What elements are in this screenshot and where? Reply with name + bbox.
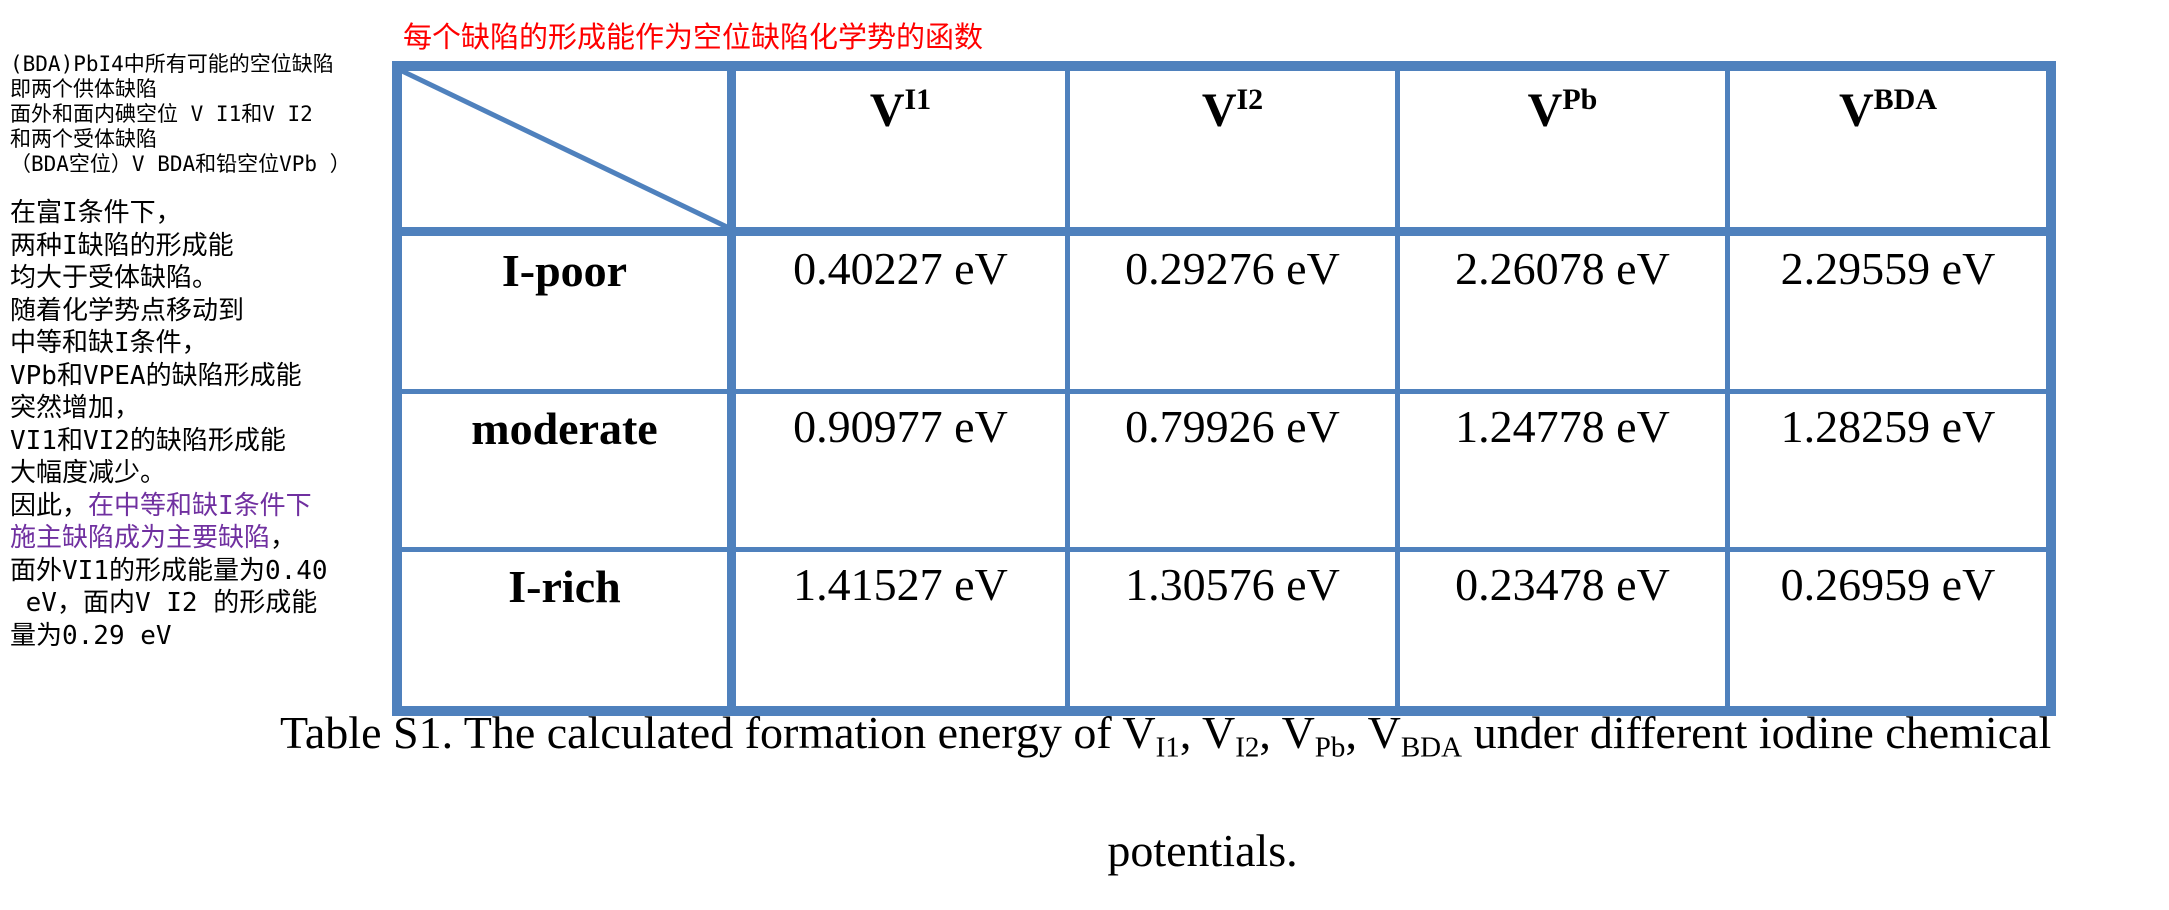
note-line: 即两个供体缺陷 bbox=[10, 77, 157, 101]
header-main: V bbox=[869, 84, 905, 137]
caption-sub: BDA bbox=[1400, 731, 1463, 764]
table-cell: 0.26959 eV bbox=[1780, 559, 1996, 610]
note-line: 量为0.29 eV bbox=[10, 620, 172, 651]
table-cell: 1.30576 eV bbox=[1125, 559, 1340, 610]
table-cell: 0.29276 eV bbox=[1125, 243, 1340, 294]
caption-v: V bbox=[1122, 707, 1156, 758]
note-conclusion-line1: 因此，在中等和缺I条件下 bbox=[10, 490, 392, 523]
caption-line2: potentials. bbox=[1107, 825, 1298, 876]
note-highlight: 施主缺陷成为主要缺陷 bbox=[10, 523, 271, 553]
column-divider bbox=[1725, 71, 1730, 706]
notes-defects-summary: (BDA)PbI4中所有可能的空位缺陷 即两个供体缺陷 面外和面内碘空位 V I… bbox=[10, 52, 392, 177]
header-main: V bbox=[1527, 84, 1563, 137]
table-cell: 1.24778 eV bbox=[1455, 401, 1670, 452]
note-line: 随着化学势点移动到 bbox=[10, 295, 245, 326]
header-main: V bbox=[1201, 84, 1237, 137]
column-header-vbda: V BDA bbox=[1730, 71, 2046, 227]
table-cell: 0.23478 eV bbox=[1455, 559, 1670, 610]
caption-sep: , bbox=[1179, 707, 1202, 758]
note-line: 大幅度减少。 bbox=[10, 458, 167, 488]
notes-analysis: 在富I条件下， 两种I缺陷的形成能 均大于受体缺陷。 随着化学势点移动到 中等和… bbox=[10, 197, 392, 652]
caption-sep: , bbox=[1259, 707, 1282, 758]
table-cell: 2.29559 eV bbox=[1780, 243, 1996, 294]
header-main: V bbox=[1838, 84, 1874, 137]
row-label-i-rich: I-rich bbox=[508, 561, 621, 612]
caption-sub: I2 bbox=[1235, 731, 1260, 764]
table-cell: 1.41527 eV bbox=[793, 559, 1008, 610]
note-line: (BDA)PbI4中所有可能的空位缺陷 bbox=[10, 52, 334, 76]
header-sub: I1 bbox=[904, 83, 932, 116]
caption-line1: Table S1. The calculated formation energ… bbox=[280, 710, 2169, 763]
table-cell: 1.28259 eV bbox=[1780, 401, 1996, 452]
table-cell: 0.90977 eV bbox=[793, 401, 1008, 452]
caption-suffix: under different iodine chemical bbox=[1462, 707, 2052, 758]
note-line: 均大于受体缺陷。 bbox=[10, 263, 219, 293]
note-conclusion-line2: 施主缺陷成为主要缺陷， bbox=[10, 522, 392, 555]
table-cell: 0.79926 eV bbox=[1125, 401, 1340, 452]
table-cell: 2.26078 eV bbox=[1455, 243, 1670, 294]
caption-sub: I1 bbox=[1155, 731, 1180, 764]
header-divider bbox=[402, 227, 2046, 236]
note-highlight: 在中等和缺I条件下 bbox=[88, 490, 312, 521]
header-sub: BDA bbox=[1873, 83, 1937, 116]
diagonal-line bbox=[402, 71, 729, 230]
caption-sep: , bbox=[1345, 707, 1368, 758]
side-notes: (BDA)PbI4中所有可能的空位缺陷 即两个供体缺陷 面外和面内碘空位 V I… bbox=[10, 52, 392, 652]
caption-prefix: Table S1. The calculated formation energ… bbox=[280, 707, 1123, 758]
caption-sub: Pb bbox=[1314, 731, 1346, 764]
note-line: 面外和面内碘空位 V I1和V I2 bbox=[10, 102, 313, 126]
row-divider bbox=[402, 389, 2046, 394]
header-sub: I2 bbox=[1236, 83, 1264, 116]
note-line: （BDA空位）V BDA和铅空位VPb ） bbox=[10, 152, 351, 176]
column-divider bbox=[1065, 71, 1070, 706]
column-header-vi1: V I1 bbox=[736, 71, 1065, 227]
annotation-title: 每个缺陷的形成能作为空位缺陷化学势的函数 bbox=[403, 20, 984, 54]
table-cell: 0.40227 eV bbox=[793, 243, 1008, 294]
note-line: 面外VI1的形成能量为0.40 bbox=[10, 555, 328, 586]
note-line: 在富I条件下， bbox=[10, 198, 182, 228]
note-line: VI1和VI2的缺陷形成能 bbox=[10, 425, 286, 456]
note-line: 中等和缺I条件， bbox=[10, 328, 208, 358]
row-divider bbox=[402, 547, 2046, 552]
row-label-moderate: moderate bbox=[471, 403, 658, 454]
header-sub: Pb bbox=[1562, 83, 1598, 116]
column-divider bbox=[1395, 71, 1400, 706]
note-line: VPb和VPEA的缺陷形成能 bbox=[10, 360, 302, 391]
note-line: eV，面内V I2 的形成能 bbox=[10, 588, 318, 618]
caption-v: V bbox=[1367, 707, 1401, 758]
column-header-vpb: V Pb bbox=[1400, 71, 1725, 227]
note-line: 和两个受体缺陷 bbox=[10, 127, 157, 151]
row-label-i-poor: I-poor bbox=[501, 245, 628, 296]
note-line: 突然增加， bbox=[10, 393, 141, 423]
note-comma: ， bbox=[270, 523, 297, 553]
diagonal-header-cell bbox=[402, 71, 729, 230]
note-line: 两种I缺陷的形成能 bbox=[10, 230, 234, 261]
note-prefix: 因此， bbox=[10, 490, 89, 521]
table-caption: Table S1. The calculated formation energ… bbox=[280, 710, 2169, 874]
column-divider bbox=[727, 71, 736, 706]
formation-energy-table: V I1 V I2 V Pb V BDA I-poor 0.40227 eV 0.292… bbox=[392, 61, 2056, 716]
column-header-vi2: V I2 bbox=[1070, 71, 1395, 227]
caption-v: V bbox=[1281, 707, 1315, 758]
caption-v: V bbox=[1201, 707, 1236, 758]
